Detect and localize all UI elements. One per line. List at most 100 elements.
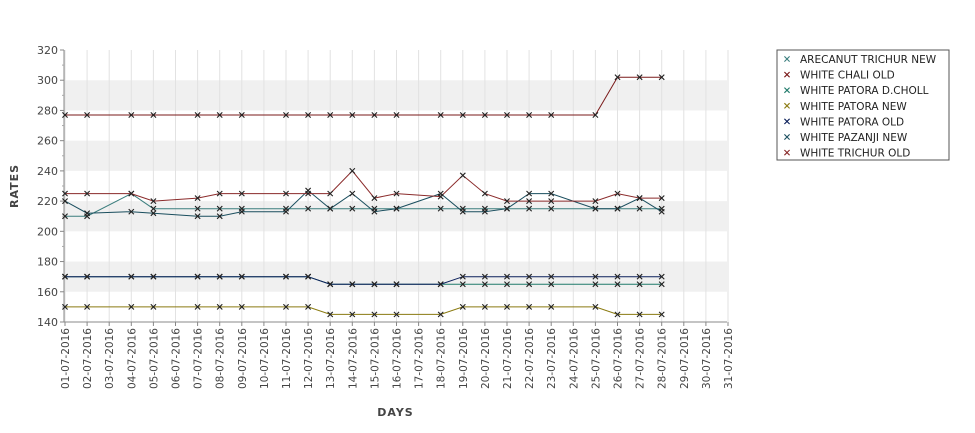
x-tick-label: 20-07-2016 <box>480 328 492 389</box>
x-tick-label: 28-07-2016 <box>657 328 669 389</box>
x-tick-label: 03-07-2016 <box>104 328 116 389</box>
x-tick-label: 23-07-2016 <box>546 328 558 389</box>
data-point <box>194 195 201 202</box>
data-point <box>504 281 510 288</box>
data-point <box>481 111 488 118</box>
data-point <box>504 205 510 212</box>
data-point <box>636 281 643 288</box>
data-point <box>592 205 599 212</box>
data-point <box>216 190 223 197</box>
data-point <box>327 111 334 118</box>
data-point <box>62 273 68 280</box>
x-tick-label: 08-07-2016 <box>215 328 227 389</box>
legend-marker <box>784 134 790 140</box>
data-point <box>371 111 378 118</box>
y-tick-label: 300 <box>37 74 58 87</box>
data-point <box>216 213 223 220</box>
data-point <box>216 111 223 118</box>
data-point <box>526 190 533 197</box>
data-point <box>459 303 466 310</box>
data-point <box>283 208 289 215</box>
data-point <box>636 273 643 280</box>
data-point <box>658 273 665 280</box>
data-point <box>62 111 68 118</box>
data-point <box>128 208 135 215</box>
data-point <box>349 205 356 212</box>
y-tick-label: 320 <box>37 44 58 57</box>
data-point <box>459 281 466 288</box>
data-point <box>194 273 201 280</box>
data-point <box>592 281 599 288</box>
legend-marker <box>784 56 790 62</box>
data-point <box>349 167 356 174</box>
data-point <box>238 273 245 280</box>
legend-marker <box>784 118 790 125</box>
legend-label: WHITE PATORA D.CHOLL <box>800 85 929 97</box>
data-point <box>238 111 245 118</box>
data-point <box>62 303 68 310</box>
data-point <box>216 273 223 280</box>
data-point <box>305 205 312 212</box>
data-point <box>658 195 665 202</box>
data-point <box>481 190 488 197</box>
x-tick-label: 30-07-2016 <box>701 328 713 389</box>
data-point <box>194 303 201 310</box>
data-point <box>459 273 466 280</box>
data-point <box>150 111 157 118</box>
legend-marker <box>784 149 790 156</box>
data-point <box>84 111 91 118</box>
data-point <box>526 303 533 310</box>
legend-marker <box>784 71 790 78</box>
data-point <box>592 273 599 280</box>
data-point <box>349 111 356 118</box>
legend-box <box>776 49 950 161</box>
x-tick-label: 01-07-2016 <box>60 328 72 389</box>
data-point <box>437 193 444 200</box>
data-point <box>128 111 135 118</box>
x-tick-label: 16-07-2016 <box>392 328 404 389</box>
data-point <box>327 205 334 212</box>
x-tick-label: 12-07-2016 <box>303 328 315 389</box>
data-point <box>305 111 312 118</box>
data-point <box>658 208 665 215</box>
data-point <box>371 195 378 202</box>
data-point <box>548 111 555 118</box>
legend-label: WHITE CHALI OLD <box>800 70 895 82</box>
x-tick-label: 13-07-2016 <box>325 328 337 389</box>
data-point <box>238 190 245 197</box>
data-point <box>349 311 356 318</box>
data-point <box>526 281 533 288</box>
data-point <box>194 213 201 220</box>
x-tick-label: 22-07-2016 <box>524 328 536 389</box>
x-tick-label: 21-07-2016 <box>502 328 514 389</box>
data-point <box>393 311 400 318</box>
x-axis-title: DAYS <box>377 406 413 419</box>
data-point <box>150 210 157 217</box>
y-tick-label: 240 <box>37 165 58 178</box>
data-point <box>150 273 157 280</box>
data-point <box>194 205 201 212</box>
data-point <box>636 205 643 212</box>
x-tick-label: 17-07-2016 <box>414 328 426 389</box>
legend-label: WHITE PAZANJI NEW <box>800 132 908 144</box>
data-point <box>526 273 533 280</box>
legend-label: WHITE PATORA OLD <box>800 116 904 128</box>
data-point <box>62 213 68 220</box>
data-point <box>194 111 201 118</box>
data-point <box>504 198 510 205</box>
data-point <box>371 208 378 215</box>
data-point <box>614 281 621 288</box>
data-point <box>481 281 488 288</box>
data-point <box>371 281 378 288</box>
data-point <box>393 190 400 197</box>
x-tick-label: 06-07-2016 <box>171 328 183 389</box>
data-point <box>548 205 555 212</box>
data-point <box>305 273 312 280</box>
data-point <box>437 311 444 318</box>
data-point <box>658 311 665 318</box>
data-point <box>349 281 356 288</box>
data-point <box>636 311 643 318</box>
data-point <box>305 190 312 197</box>
data-point <box>548 198 555 205</box>
